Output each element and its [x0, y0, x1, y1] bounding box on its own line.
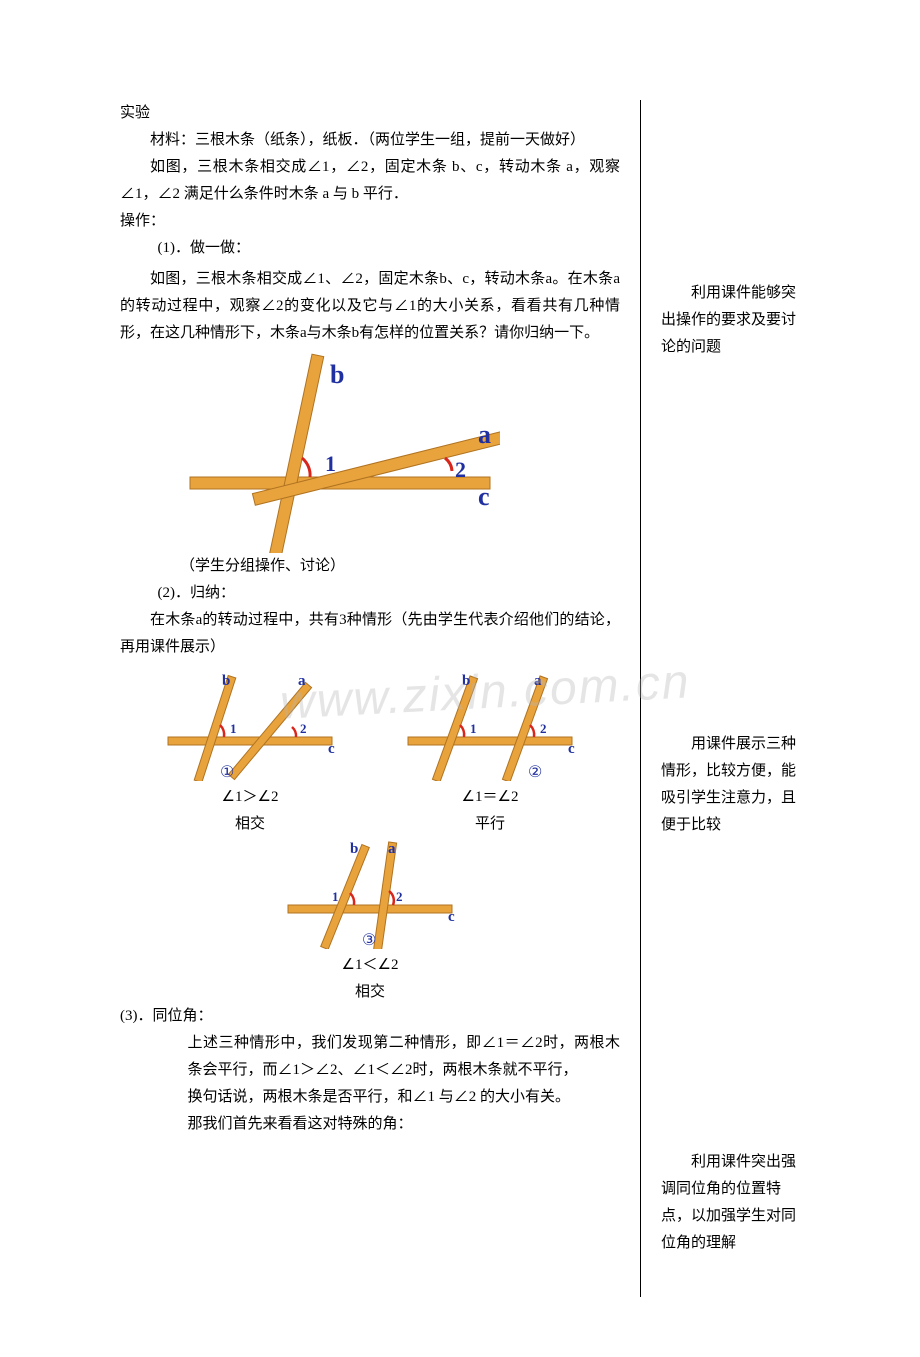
margin-note-3: 利用课件突出强调同位角的位置特点，以加强学生对同位角的理解	[661, 1149, 810, 1257]
margin-note-2: 用课件展示三种情形，比较方便，能吸引学生注意力，且便于比较	[661, 731, 810, 839]
svg-text:2: 2	[540, 721, 547, 736]
svg-text:1: 1	[230, 721, 237, 736]
header-title: 实验	[120, 100, 620, 127]
svg-text:c: c	[568, 741, 575, 757]
figure-case-2: b a c 1 2 ②	[400, 671, 580, 781]
svg-text:③: ③	[362, 932, 376, 949]
figure-main: b a c 1 2	[180, 353, 500, 553]
svg-text:c: c	[328, 741, 335, 757]
step3-line1: 上述三种情形中，我们发现第二种情形，即∠1＝∠2时，两根木条会平行，而∠1＞∠2…	[120, 1030, 620, 1084]
case1-rel: ∠1＞∠2	[222, 787, 279, 808]
svg-text:b: b	[330, 360, 344, 389]
figure-case-3: b a c 1 2 ③	[280, 839, 460, 949]
svg-text:2: 2	[396, 889, 403, 904]
margin-note-1: 利用课件能够突出操作的要求及要讨论的问题	[661, 280, 810, 361]
step1-label: (1)．做一做：	[120, 235, 620, 262]
svg-text:1: 1	[470, 721, 477, 736]
svg-text:①: ①	[220, 764, 234, 781]
svg-text:b: b	[350, 841, 358, 857]
intro-para: 如图，三根木条相交成∠1，∠2，固定木条 b、c，转动木条 a，观察∠1，∠2 …	[120, 154, 620, 208]
svg-text:2: 2	[455, 457, 466, 482]
case1-state: 相交	[235, 814, 265, 835]
svg-text:a: a	[298, 673, 306, 689]
step3-label: (3)．同位角：	[120, 1003, 620, 1030]
svg-text:c: c	[478, 482, 490, 511]
step2-body: 在木条a的转动过程中，共有3种情形（先由学生代表介绍他们的结论，再用课件展示）	[120, 607, 620, 661]
svg-text:②: ②	[528, 764, 542, 781]
step2-label: (2)．归纳：	[120, 580, 620, 607]
svg-text:a: a	[478, 420, 491, 449]
svg-text:2: 2	[300, 721, 307, 736]
materials-line: 材料：三根木条（纸条），纸板．（两位学生一组，提前一天做好）	[120, 127, 620, 154]
svg-text:1: 1	[325, 451, 336, 476]
svg-text:a: a	[534, 673, 542, 689]
case2-state: 平行	[475, 814, 505, 835]
svg-text:b: b	[222, 673, 230, 689]
svg-text:a: a	[388, 841, 396, 857]
svg-text:1: 1	[332, 889, 339, 904]
figure-case-1: b a c 1 2 ①	[160, 671, 340, 781]
case3-rel: ∠1＜∠2	[342, 955, 399, 976]
case3-state: 相交	[355, 982, 385, 1003]
step3-line2: 换句话说，两根木条是否平行，和∠1 与∠2 的大小有关。	[120, 1084, 620, 1111]
svg-text:c: c	[448, 909, 455, 925]
op-title: 操作：	[120, 208, 620, 235]
step1-caption: （学生分组操作、讨论）	[120, 553, 620, 580]
svg-text:b: b	[462, 673, 470, 689]
step1-body: 如图，三根木条相交成∠1、∠2，固定木条b、c，转动木条a。在木条a的转动过程中…	[120, 266, 620, 347]
step3-line3: 那我们首先来看看这对特殊的角：	[120, 1111, 620, 1138]
case2-rel: ∠1＝∠2	[462, 787, 519, 808]
